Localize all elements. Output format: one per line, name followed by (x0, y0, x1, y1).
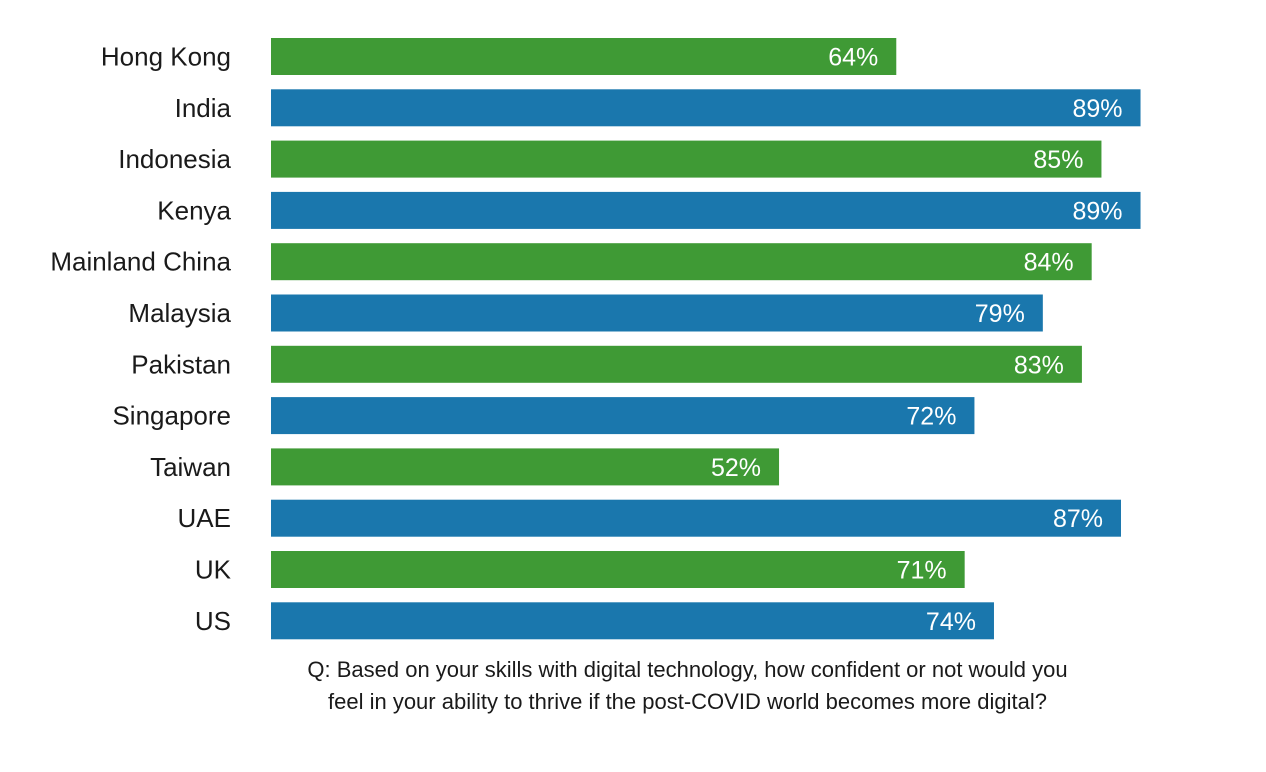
bar (271, 602, 994, 640)
category-label: Pakistan (131, 349, 231, 379)
category-label: India (175, 93, 232, 123)
category-label: Mainland China (50, 247, 231, 277)
caption-line-2: feel in your ability to thrive if the po… (328, 689, 1047, 714)
value-label: 83% (1014, 351, 1064, 379)
bar-row: UAE 87% (178, 499, 1121, 537)
value-label: 89% (1072, 197, 1122, 225)
value-label: 89% (1072, 95, 1122, 123)
bar-row: Hong Kong 64% (101, 38, 897, 75)
bar (271, 448, 780, 486)
bar (271, 140, 1102, 178)
value-label: 71% (897, 557, 947, 585)
bar (271, 294, 1043, 332)
bar-row: India 89% (175, 89, 1141, 127)
category-label: US (195, 606, 231, 636)
category-label: UK (195, 555, 232, 585)
bar (271, 38, 897, 75)
value-label: 72% (906, 403, 956, 431)
value-label: 74% (926, 608, 976, 636)
bar (271, 345, 1082, 383)
category-label: Taiwan (150, 452, 231, 482)
category-label: Hong Kong (101, 42, 231, 72)
bar-row: Mainland China 84% (50, 243, 1092, 281)
caption-line-1: Q: Based on your skills with digital tec… (307, 657, 1068, 682)
value-label: 84% (1024, 249, 1074, 277)
chart-caption: Q: Based on your skills with digital tec… (240, 654, 1135, 718)
bar (271, 243, 1092, 281)
category-label: Kenya (157, 195, 231, 225)
bar-row: Malaysia 79% (128, 294, 1043, 332)
bar (271, 191, 1141, 229)
bar (271, 499, 1121, 537)
value-label: 64% (828, 44, 878, 72)
value-label: 79% (975, 300, 1025, 328)
bar-row: US 74% (195, 602, 994, 640)
category-label: UAE (178, 503, 231, 533)
bar-row: UK 71% (195, 551, 965, 588)
value-label: 52% (711, 454, 761, 482)
bar-row: Pakistan 83% (131, 345, 1082, 383)
bar-row: Taiwan 52% (150, 448, 780, 486)
bar-row: Singapore 72% (112, 397, 975, 435)
bar (271, 551, 965, 588)
bar-row: Kenya 89% (157, 191, 1141, 229)
bar (271, 397, 975, 435)
category-label: Indonesia (118, 144, 231, 174)
value-label: 85% (1033, 146, 1083, 174)
category-label: Malaysia (128, 298, 231, 328)
bar (271, 89, 1141, 127)
bar-row: Indonesia 85% (118, 140, 1102, 178)
category-label: Singapore (112, 401, 231, 431)
value-label: 87% (1053, 505, 1103, 533)
